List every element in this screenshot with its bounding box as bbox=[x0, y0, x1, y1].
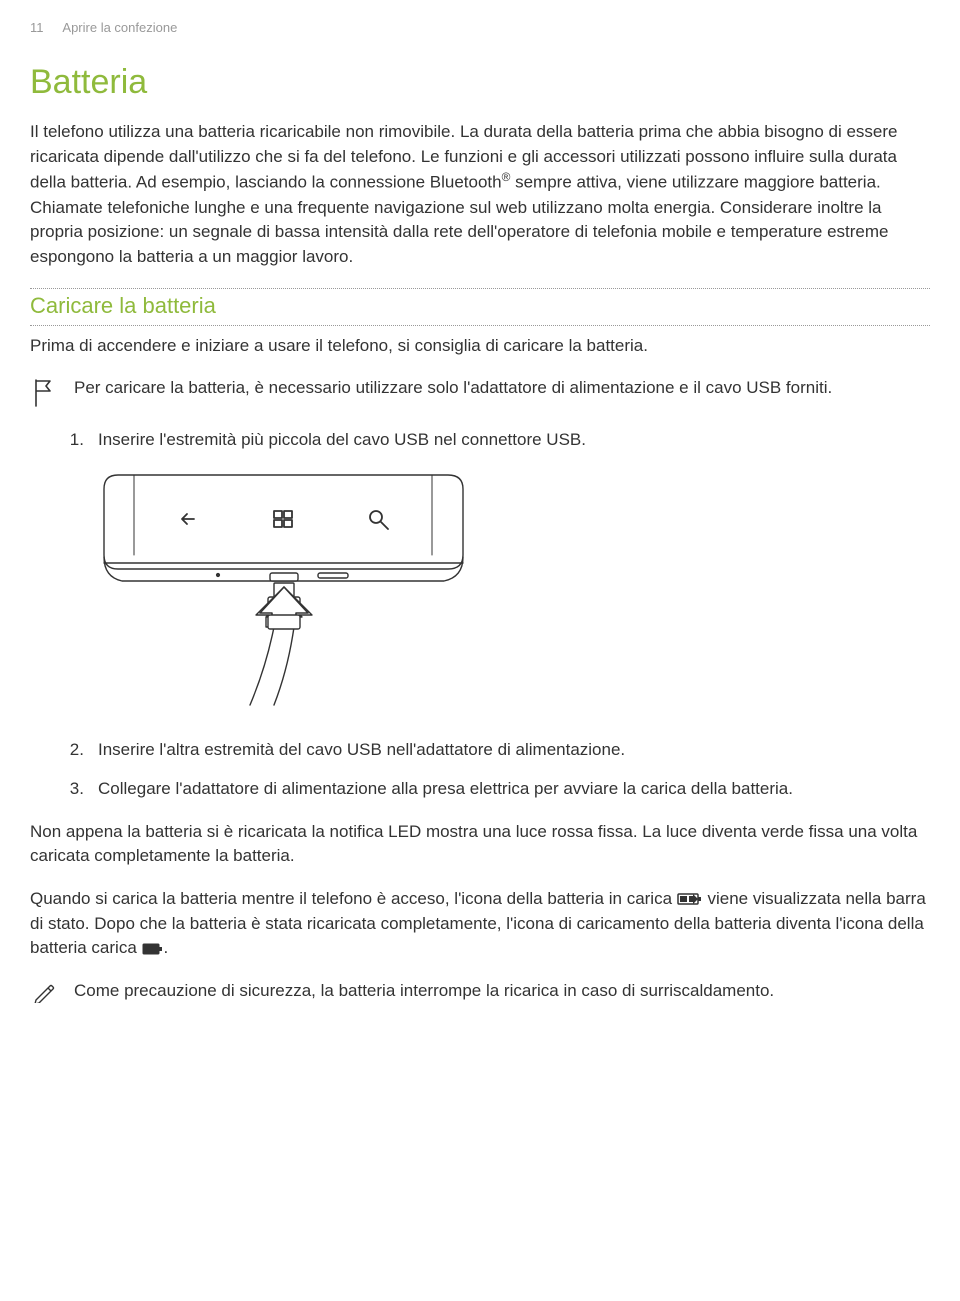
note-pencil: Come precauzione di sicurezza, la batter… bbox=[30, 979, 930, 1004]
p2-a: Quando si carica la batteria mentre il t… bbox=[30, 889, 677, 908]
usb-illustration bbox=[98, 467, 930, 715]
running-head: Aprire la confezione bbox=[62, 20, 177, 35]
note-flag-text: Per caricare la batteria, è necessario u… bbox=[74, 376, 930, 401]
note-flag: Per caricare la batteria, è necessario u… bbox=[30, 376, 930, 408]
after-steps-p2: Quando si carica la batteria mentre il t… bbox=[30, 887, 930, 961]
page-header: 11 Aprire la confezione bbox=[30, 20, 930, 35]
steps-list: Inserire l'estremità più piccola del cav… bbox=[30, 428, 930, 802]
step-2-text: Inserire l'altra estremità del cavo USB … bbox=[98, 738, 930, 763]
battery-charging-icon bbox=[677, 890, 703, 906]
section-title: Batteria bbox=[30, 63, 930, 102]
flag-icon bbox=[30, 376, 58, 408]
step-1-text: Inserire l'estremità più piccola del cav… bbox=[98, 430, 586, 449]
note-pencil-text: Come precauzione di sicurezza, la batter… bbox=[74, 979, 930, 1004]
subsection-heading-band: Caricare la batteria bbox=[30, 288, 930, 326]
page: 11 Aprire la confezione Batteria Il tele… bbox=[0, 0, 960, 1062]
step-1: Inserire l'estremità più piccola del cav… bbox=[30, 428, 930, 724]
page-number: 11 bbox=[30, 20, 44, 35]
step-2: Inserire l'altra estremità del cavo USB … bbox=[30, 738, 930, 763]
battery-full-icon bbox=[142, 939, 164, 953]
after-steps-p1: Non appena la batteria si è ricaricata l… bbox=[30, 820, 930, 869]
p2-c: . bbox=[164, 938, 169, 957]
step-3-text: Collegare l'adattatore di alimentazione … bbox=[98, 777, 930, 802]
subsection-title: Caricare la batteria bbox=[30, 293, 930, 319]
section-intro: Il telefono utilizza una batteria ricari… bbox=[30, 120, 930, 270]
pencil-icon bbox=[30, 979, 58, 1003]
step-3: Collegare l'adattatore di alimentazione … bbox=[30, 777, 930, 802]
subsection-intro: Prima di accendere e iniziare a usare il… bbox=[30, 334, 930, 359]
